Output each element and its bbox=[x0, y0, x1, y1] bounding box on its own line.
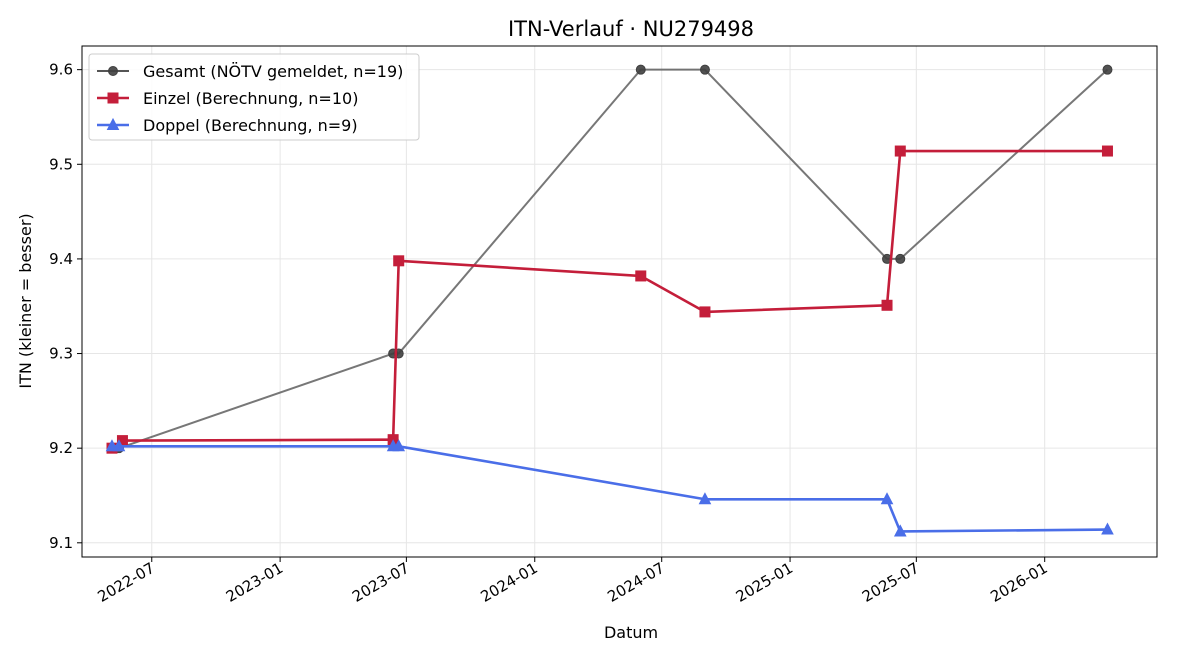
legend-box bbox=[88, 53, 420, 141]
y-tick-label: 9.4 bbox=[49, 250, 73, 268]
y-tick-label: 9.6 bbox=[49, 61, 73, 79]
data-point bbox=[881, 299, 893, 311]
data-point bbox=[393, 255, 405, 267]
legend: Gesamt (NÖTV gemeldet, n=19) Einzel (Bere… bbox=[88, 53, 420, 141]
plot-frame bbox=[81, 45, 1158, 558]
data-point bbox=[893, 524, 907, 537]
data-point bbox=[635, 64, 646, 75]
data-point bbox=[635, 270, 647, 282]
legend-marker bbox=[107, 92, 119, 104]
legend-marker bbox=[106, 117, 120, 130]
data-point bbox=[392, 439, 406, 452]
data-point bbox=[112, 439, 126, 452]
series-layer bbox=[105, 64, 1114, 537]
data-point bbox=[699, 306, 711, 318]
data-point bbox=[895, 253, 906, 264]
data-point bbox=[880, 492, 894, 505]
legend-label: Einzel (Berechnung, n=10) bbox=[143, 89, 358, 108]
x-axis-label: Datum bbox=[604, 623, 658, 642]
data-point bbox=[1101, 522, 1114, 535]
data-point bbox=[698, 492, 712, 505]
legend-marker bbox=[108, 66, 118, 76]
chart-title: ITN-Verlauf · NU279498 bbox=[508, 17, 754, 41]
y-tick-label: 9.5 bbox=[49, 155, 73, 173]
y-tick-label: 9.1 bbox=[49, 534, 73, 552]
legend-label: Gesamt (NÖTV gemeldet, n=19) bbox=[143, 62, 403, 81]
legend-label: Doppel (Berechnung, n=9) bbox=[143, 116, 358, 135]
y-axis-label: ITN (kleiner = besser) bbox=[16, 213, 35, 388]
y-axis: 9.1 9.2 9.3 9.4 9.5 9.6 bbox=[49, 61, 82, 552]
data-point bbox=[699, 64, 710, 75]
data-point bbox=[1102, 64, 1113, 75]
y-tick-label: 9.2 bbox=[49, 439, 73, 457]
data-point bbox=[1101, 145, 1113, 157]
data-point bbox=[894, 145, 906, 157]
y-tick-label: 9.3 bbox=[49, 345, 73, 363]
series-line bbox=[111, 444, 1108, 533]
series-doppel bbox=[105, 439, 1114, 537]
